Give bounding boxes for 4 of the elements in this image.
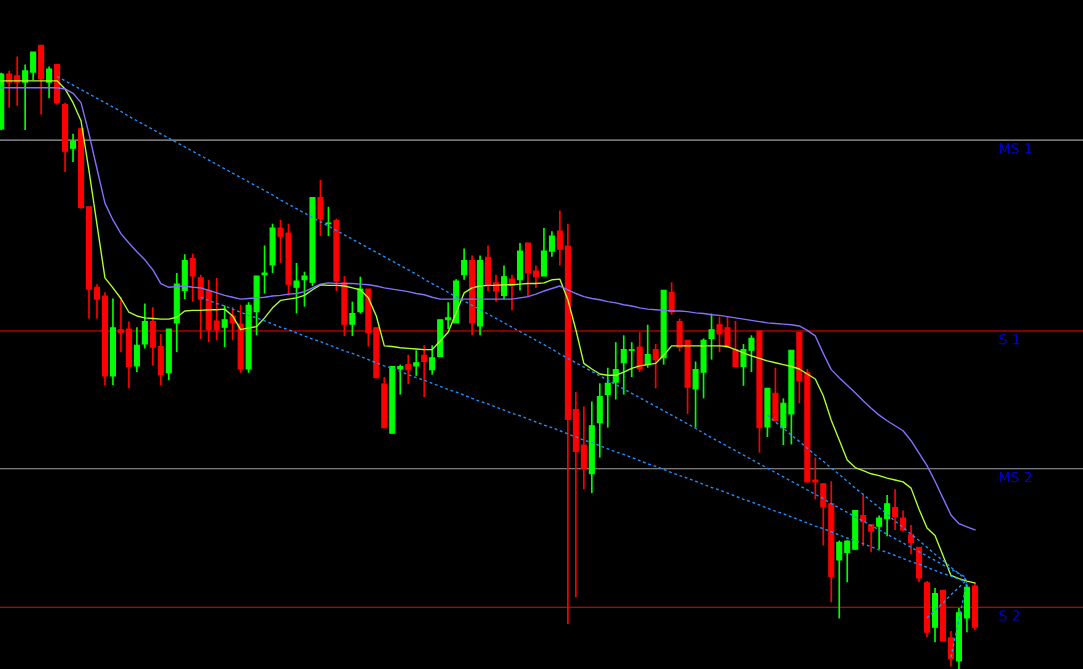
ref-line-label: MS 1	[999, 143, 1032, 154]
ref-line-label: S 2	[999, 610, 1020, 621]
ref-line-label: S 1	[999, 333, 1020, 345]
ref-line-label: MS 2	[999, 471, 1032, 483]
